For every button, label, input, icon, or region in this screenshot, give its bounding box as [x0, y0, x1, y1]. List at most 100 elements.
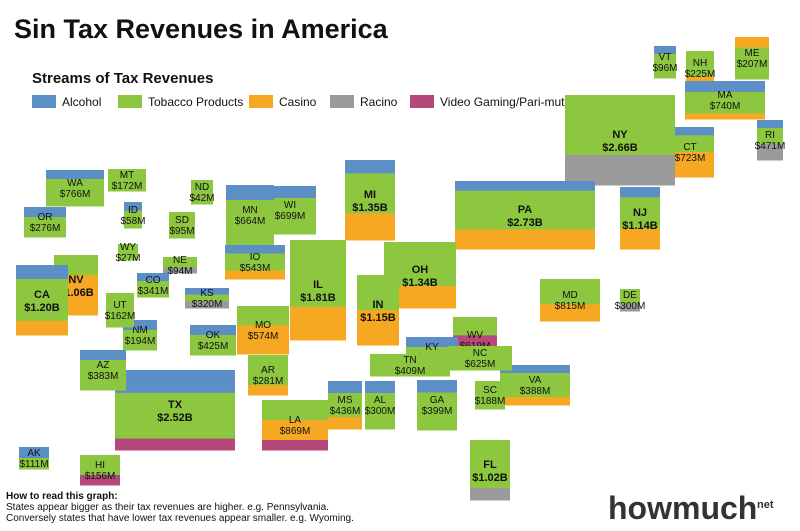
legend-swatch: [330, 95, 354, 108]
state-abbr: AL: [374, 395, 387, 406]
state-revenue: $94M: [167, 266, 192, 277]
state-band: [46, 188, 104, 198]
state-band: [16, 265, 68, 280]
state-band: [406, 347, 458, 358]
state-revenue: $740M: [710, 101, 741, 112]
state-band: [345, 200, 395, 214]
state-revenue: $766M: [60, 189, 91, 200]
state: MA$740M: [685, 81, 765, 120]
state-band: [685, 102, 765, 109]
state-band: [264, 210, 316, 223]
legend-swatch: [32, 95, 56, 108]
state-band: [169, 212, 195, 222]
state-band: [185, 301, 229, 309]
state-abbr: MD: [562, 290, 578, 301]
state-band: [685, 86, 765, 93]
state-band: [225, 262, 285, 271]
state-revenue: $1.15B: [360, 312, 396, 324]
state-revenue: $42M: [189, 193, 214, 204]
state-band: [417, 417, 457, 431]
state: FL$1.02B: [470, 440, 510, 501]
state-band: [290, 323, 346, 341]
state-abbr: NH: [693, 58, 707, 69]
state-band: [540, 287, 600, 297]
state-band: [666, 168, 714, 178]
state-abbr: WY: [120, 242, 136, 253]
state-band: [500, 397, 570, 406]
state-band: [262, 440, 328, 451]
state-band: [16, 293, 68, 308]
state-band: [500, 381, 570, 390]
state-abbr: SC: [483, 385, 497, 396]
state-band: [328, 393, 362, 406]
state-band: [540, 295, 600, 305]
state-abbr: VT: [659, 52, 672, 63]
state-band: [248, 385, 288, 396]
state-band: [470, 440, 510, 453]
state-band: [237, 344, 289, 355]
state-band: [357, 310, 399, 323]
state-band: [406, 337, 458, 348]
state-revenue: $399M: [422, 406, 453, 417]
state-band: [54, 255, 98, 266]
state-band: [500, 389, 570, 398]
state-band: [264, 198, 316, 211]
state-band: [54, 295, 98, 306]
state-band: [185, 294, 229, 302]
state-band: [237, 315, 289, 326]
state-revenue: $58M: [120, 216, 145, 227]
state: SC$188M: [475, 381, 505, 410]
state-abbr: PA: [518, 204, 533, 216]
state-band: [735, 58, 769, 69]
state-band: [455, 239, 595, 250]
state-band: [115, 404, 235, 417]
state-band: [470, 476, 510, 489]
state-band: [262, 420, 328, 431]
legend-swatch: [410, 95, 434, 108]
state-revenue: $383M: [88, 371, 119, 382]
state-revenue: $1.14B: [622, 220, 658, 232]
state-abbr: CT: [683, 142, 696, 153]
state-revenue: $1.20B: [24, 302, 60, 314]
legend-label: Tobacco Products: [148, 95, 243, 109]
state-revenue: $664M: [235, 216, 266, 227]
state: CT$723M: [666, 127, 714, 178]
state-band: [757, 136, 783, 145]
state-band: [620, 228, 660, 240]
state-revenue: $172M: [112, 181, 143, 192]
state-band: [686, 59, 714, 69]
state-band: [115, 415, 235, 428]
state-band: [237, 306, 289, 317]
state-band: [248, 355, 288, 366]
state-band: [365, 417, 395, 430]
states: VT$96M NH$225MME$207MMA$740MRI$471MCT$723…: [16, 37, 785, 501]
state-band: [384, 297, 456, 309]
state: KS$320M: [185, 288, 229, 310]
state-band: [123, 320, 157, 331]
state-revenue: $207M: [737, 59, 768, 70]
state-band: [16, 321, 68, 336]
state-band: [54, 285, 98, 296]
state-revenue: $225M: [685, 69, 716, 80]
state-band: [565, 140, 675, 156]
state: WI$699M: [264, 186, 316, 235]
state-band: [666, 143, 714, 153]
state-band: [565, 95, 675, 111]
state-band: [169, 220, 195, 230]
state-band: [115, 438, 235, 451]
state: TX$2.52B: [115, 370, 235, 451]
state-band: [19, 447, 49, 459]
state-band: [666, 160, 714, 170]
state-band: [115, 370, 235, 382]
state-band: [685, 108, 765, 115]
state-band: [137, 289, 169, 298]
state-band: [225, 270, 285, 280]
state-band: [226, 215, 274, 231]
state: MS$436M: [328, 381, 362, 430]
state-band: [620, 207, 660, 219]
state: NM$194M: [123, 320, 157, 351]
state-band: [453, 335, 497, 346]
state-revenue: $276M: [30, 223, 61, 234]
state: TN$409M: [370, 354, 450, 377]
